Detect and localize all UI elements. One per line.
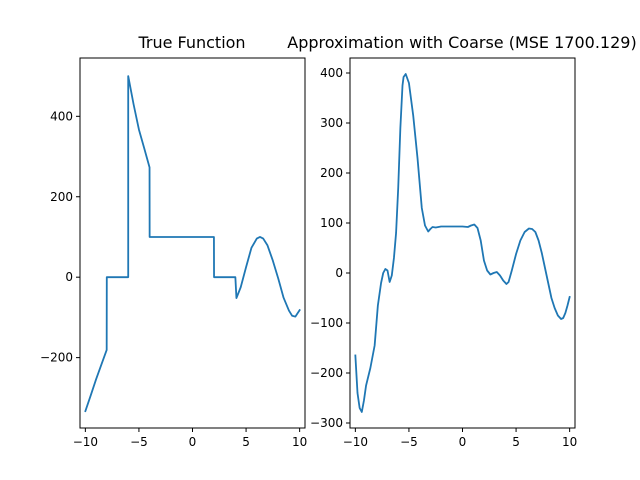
x-tick-label: 10 (562, 435, 577, 449)
x-tick-label: −5 (130, 435, 148, 449)
x-tick-label: −10 (73, 435, 98, 449)
y-tick-label: 0 (335, 266, 343, 280)
y-tick-label: 400 (320, 66, 343, 80)
y-tick-label: 0 (65, 270, 73, 284)
x-tick-label: 5 (242, 435, 250, 449)
x-tick-label: −10 (343, 435, 368, 449)
true-function-chart: True Function −10 −5 0 5 10 −200 0 200 400 (40, 33, 307, 449)
chart-title: True Function (137, 33, 245, 52)
approximation-chart: Approximation with Coarse (MSE 1700.129)… (287, 33, 636, 449)
x-tick-label: 5 (512, 435, 520, 449)
y-tick-label: 200 (50, 190, 73, 204)
y-tick-label: −200 (310, 366, 343, 380)
y-tick-label: 100 (320, 216, 343, 230)
y-tick-label: −200 (40, 351, 73, 365)
x-tick-label: 0 (189, 435, 197, 449)
y-tick-label: −100 (310, 316, 343, 330)
x-tick-label: 0 (459, 435, 467, 449)
axes-frame (79, 57, 306, 429)
series-line (84, 75, 301, 413)
y-tick-label: 300 (320, 116, 343, 130)
y-tick-label: −300 (310, 416, 343, 430)
series-line (354, 73, 571, 413)
y-tick-label: 200 (320, 166, 343, 180)
axes-frame (349, 57, 576, 429)
chart-title: Approximation with Coarse (MSE 1700.129) (287, 33, 636, 52)
x-tick-label: −5 (400, 435, 418, 449)
x-tick-label: 10 (292, 435, 307, 449)
y-tick-label: 400 (50, 109, 73, 123)
